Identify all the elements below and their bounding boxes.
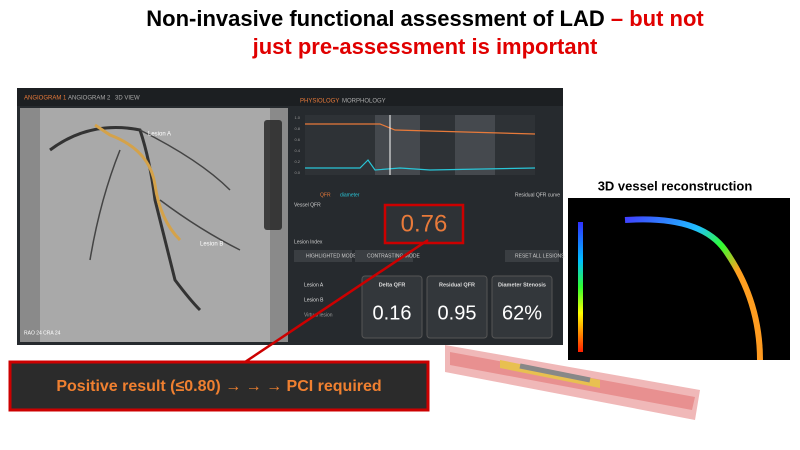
card-value: 62%	[502, 302, 542, 324]
card-label: Delta QFR	[379, 282, 406, 288]
recon-image	[568, 198, 790, 361]
tab[interactable]: ANGIOGRAM 2	[68, 96, 111, 102]
card	[361, 275, 423, 339]
card-label: Diameter Stenosis	[498, 282, 546, 288]
lesion-item[interactable]: Lesion B	[304, 297, 324, 303]
mode[interactable]: HIGHLIGHTED MODE	[306, 253, 357, 259]
tab[interactable]: ANGIOGRAM 1	[24, 96, 67, 102]
tab[interactable]: PHYSIOLOGY	[300, 99, 339, 105]
label: Lesion Index	[294, 239, 323, 245]
card	[491, 275, 553, 339]
stent-image	[445, 345, 700, 420]
callout: Positive result (≤0.80) → → → PCI requir…	[56, 378, 381, 395]
title-line-2: just pre-assessment is important	[252, 34, 598, 59]
tab[interactable]: 3D VIEW	[115, 96, 140, 102]
legend: diameter	[340, 192, 360, 198]
lesion-label: Lesion B	[200, 242, 223, 248]
plot-tick: 0.4	[294, 148, 300, 153]
plot: 1.0 0.8 0.6 0.4 0.2 0.0 QFR diameter Residual…	[294, 115, 560, 198]
lesion-item[interactable]: Virtual lesion	[304, 312, 333, 318]
plot-tick: 0.2	[294, 159, 300, 164]
vessel-qfr: 0.76	[401, 210, 448, 237]
title: Non-invasive functional assessment of LA…	[146, 6, 704, 31]
plot-tick: 0.0	[294, 170, 300, 175]
card-value: 0.95	[438, 302, 477, 324]
app-screenshot: ANGIOGRAM 1 ANGIOGRAM 2 3D VIEW PHYSIOLO…	[17, 88, 565, 345]
plot-tick: 0.6	[294, 137, 300, 142]
lesion-label: Lesion A	[148, 132, 171, 138]
view-label: RAO 24 CRA 24	[24, 330, 61, 336]
plot-tick: 0.8	[294, 126, 300, 131]
legend: QFR	[320, 192, 331, 198]
mode[interactable]: CONTRASTING MODE	[367, 253, 420, 259]
recon-title: 3D vessel reconstruction	[598, 178, 753, 193]
lesion-item[interactable]: Lesion A	[304, 282, 324, 288]
tab[interactable]: MORPHOLOGY	[342, 99, 386, 105]
card	[426, 275, 488, 339]
label: Vessel QFR	[294, 202, 321, 208]
reset[interactable]: RESET ALL LESIONS	[515, 253, 565, 259]
curve-button[interactable]: Residual QFR curve	[515, 192, 560, 198]
plot-tick: 1.0	[294, 115, 300, 120]
card-value: 0.16	[373, 302, 412, 324]
card-label: Residual QFR	[439, 282, 475, 288]
